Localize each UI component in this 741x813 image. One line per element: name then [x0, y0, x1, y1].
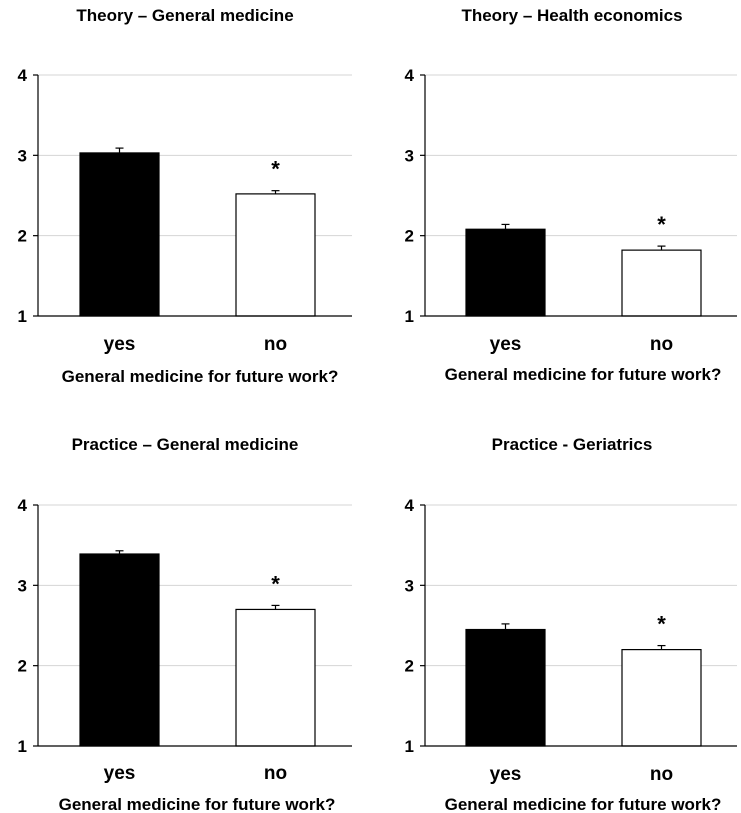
chart-title: Practice - Geriatrics	[492, 435, 653, 454]
significance-mark: *	[657, 612, 666, 637]
y-tick-label: 4	[18, 66, 28, 85]
x-axis-label: General medicine for future work?	[59, 795, 336, 813]
y-tick-label: 3	[405, 576, 414, 595]
bar-yes	[465, 628, 546, 747]
y-tick-label: 4	[405, 496, 415, 515]
chart-title: Practice – General medicine	[72, 435, 299, 454]
y-tick-label: 2	[405, 657, 414, 676]
chart-3: Practice – General medicine 1 2 3 4 yes * no Gen…	[18, 435, 352, 813]
y-tick-label: 1	[18, 737, 27, 756]
y-tick-label: 1	[405, 307, 414, 326]
bar-no	[621, 648, 702, 747]
bar-no	[235, 193, 316, 317]
significance-mark: *	[271, 157, 280, 182]
category-label: yes	[104, 763, 136, 784]
bar-yes	[79, 152, 160, 317]
category-label: no	[264, 334, 287, 355]
y-tick-label: 4	[18, 496, 28, 515]
significance-mark: *	[657, 212, 666, 237]
bar-no	[235, 608, 316, 747]
y-tick-label: 3	[18, 146, 27, 165]
category-label: yes	[104, 334, 136, 355]
category-label: no	[264, 763, 287, 784]
x-axis-label: General medicine for future work?	[445, 795, 722, 813]
chart-1: Theory – General medicine 1 2 3 4 yes * no Gener…	[18, 6, 352, 386]
chart-2: Theory – Health economics 1 2 3 4 yes * no Gener…	[405, 6, 737, 384]
category-label: yes	[490, 334, 522, 355]
bar-no	[621, 249, 702, 317]
y-tick-label: 3	[405, 146, 414, 165]
chart-title: Theory – General medicine	[76, 6, 293, 25]
category-label: yes	[490, 764, 522, 785]
significance-mark: *	[271, 571, 280, 596]
chart-title: Theory – Health economics	[461, 6, 682, 25]
y-tick-label: 1	[18, 307, 27, 326]
x-axis-label: General medicine for future work?	[62, 367, 339, 386]
y-tick-label: 4	[405, 66, 415, 85]
x-axis-label: General medicine for future work?	[445, 365, 722, 384]
category-label: no	[650, 764, 673, 785]
y-tick-label: 2	[18, 657, 27, 676]
y-tick-label: 2	[18, 227, 27, 246]
category-label: no	[650, 334, 673, 355]
y-tick-label: 2	[405, 227, 414, 246]
y-tick-label: 3	[18, 576, 27, 595]
y-tick-label: 1	[405, 737, 414, 756]
bar-yes	[79, 553, 160, 747]
bar-yes	[465, 228, 546, 317]
chart-4: Practice - Geriatrics 1 2 3 4 yes * no General m…	[405, 435, 737, 813]
